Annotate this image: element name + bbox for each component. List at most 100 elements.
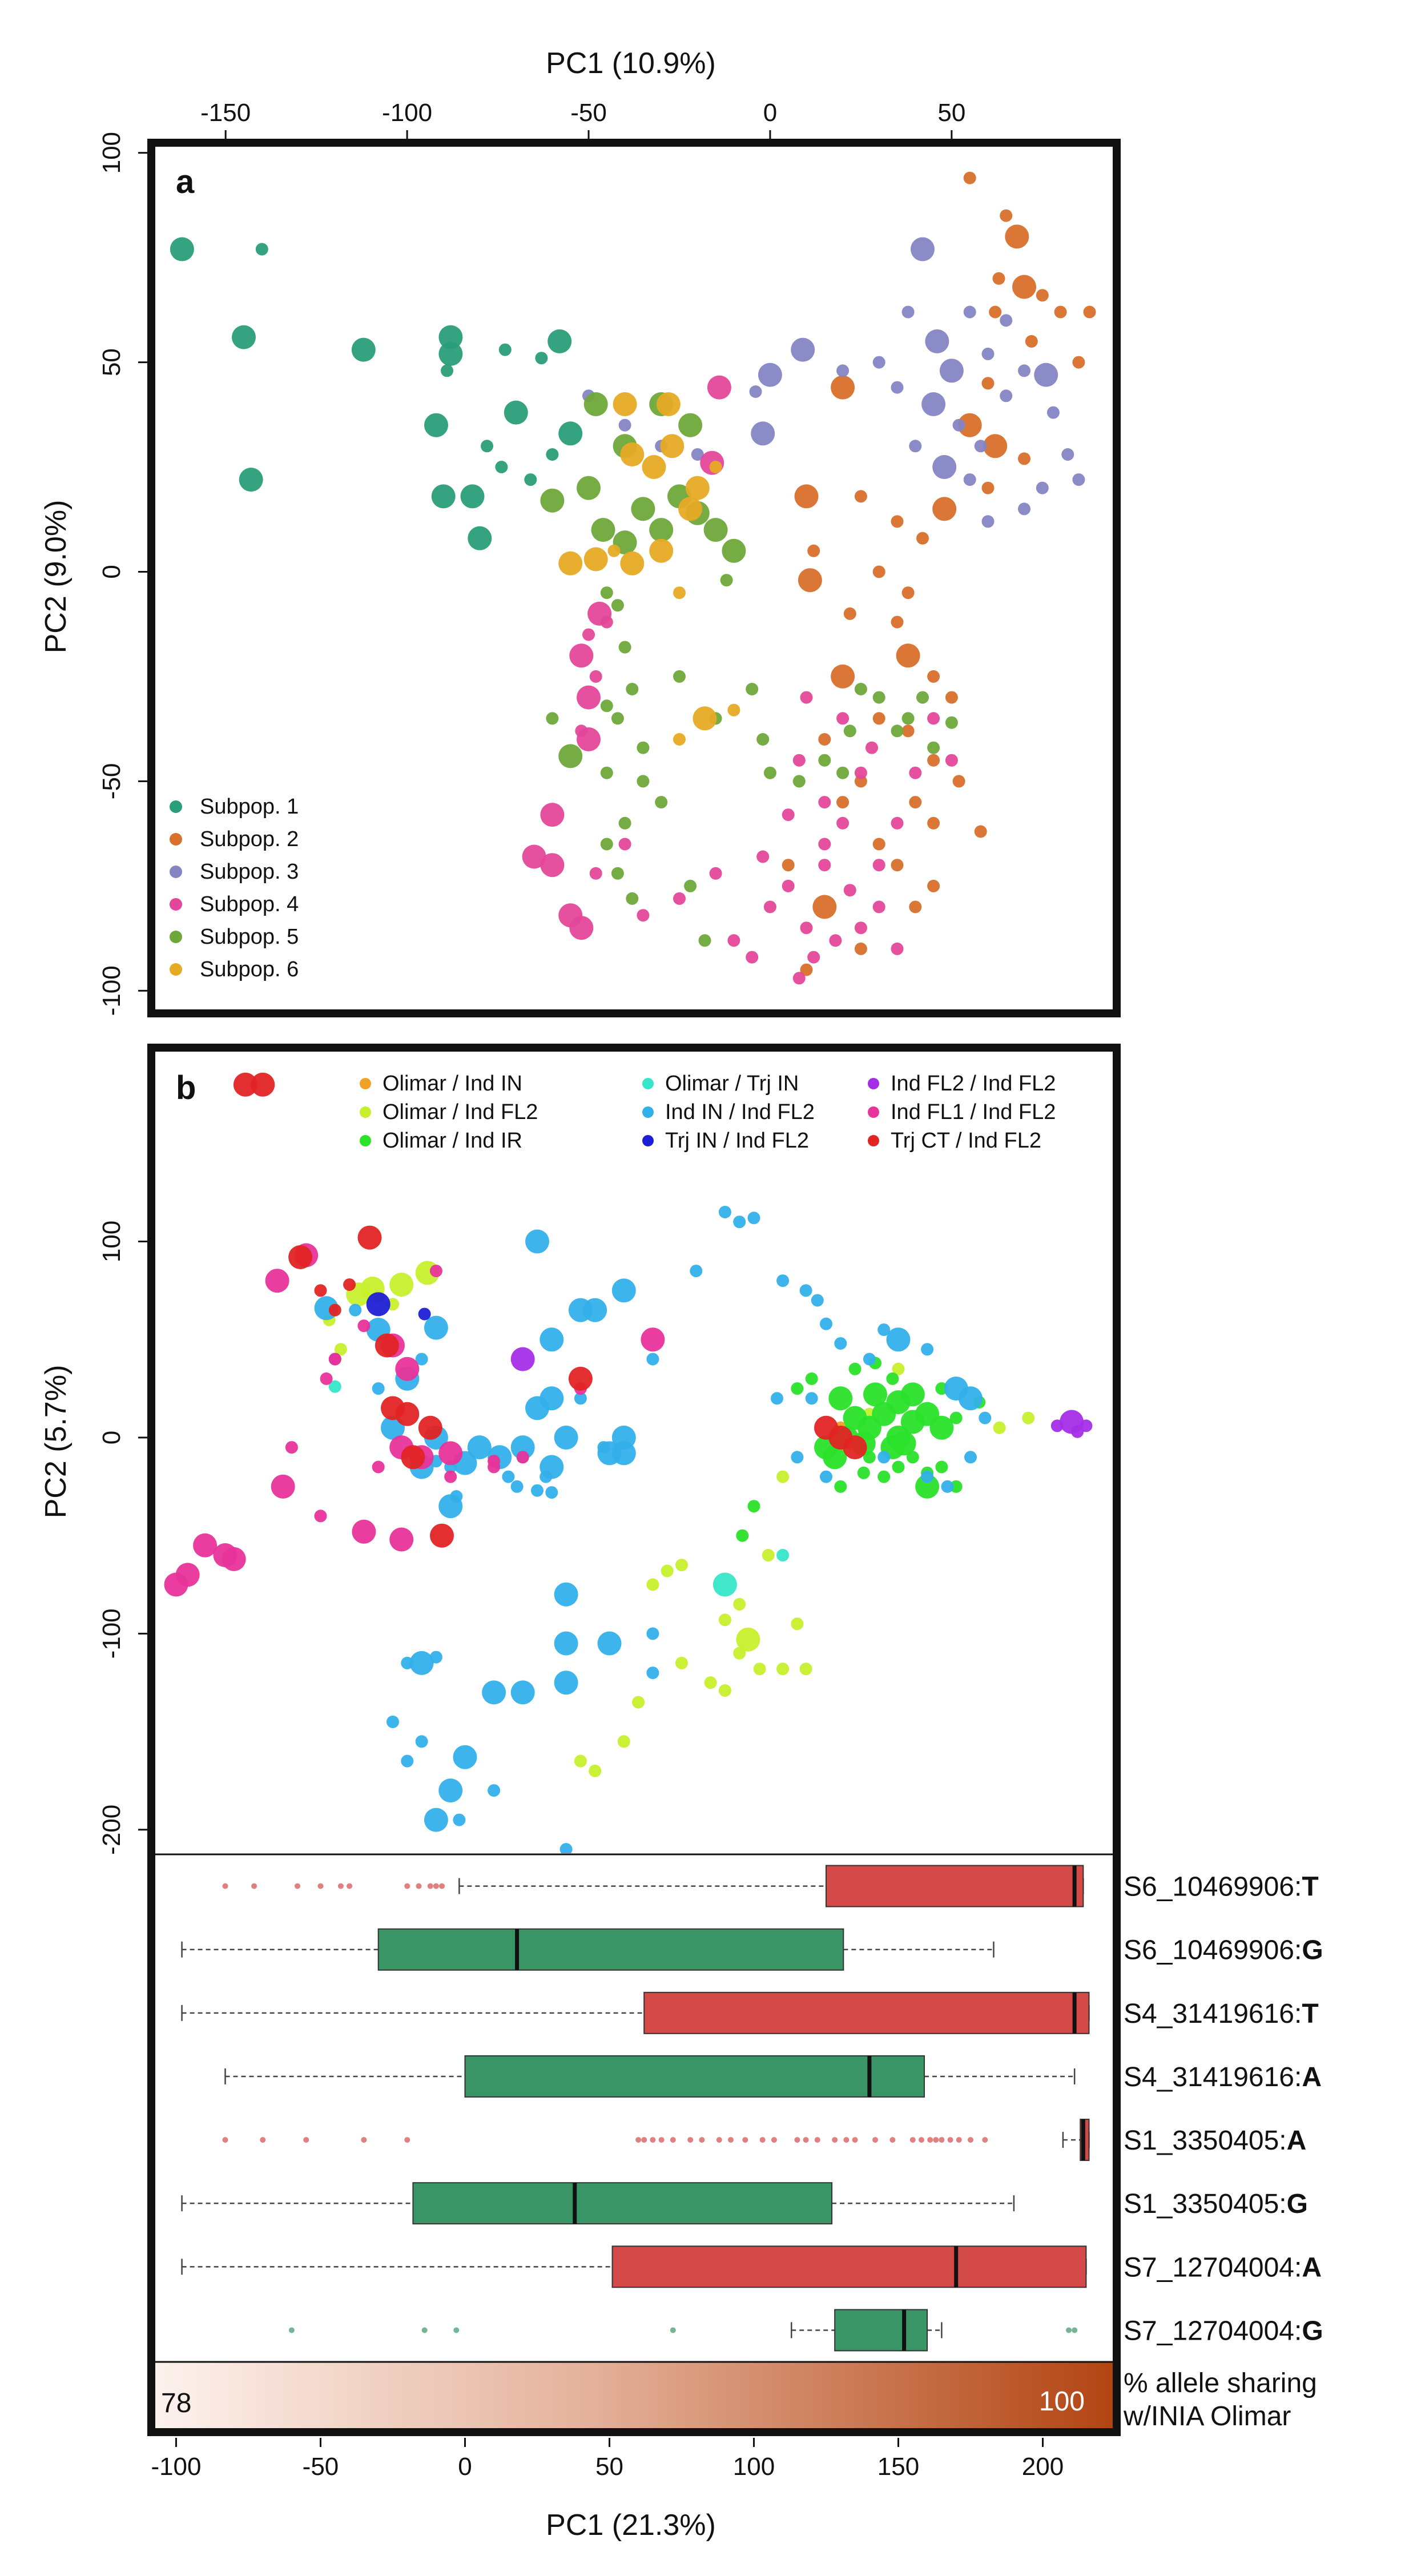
- box-5-outlier: [803, 2137, 809, 2143]
- subpop-4-point: [763, 900, 776, 913]
- group-4-point: [776, 1549, 790, 1561]
- snp-id: S6_10469906:: [1124, 1935, 1302, 1966]
- subpop-3-point: [618, 418, 631, 432]
- subpop-4-point: [818, 859, 831, 872]
- group-5-point: [450, 1490, 463, 1503]
- subpop-4-point: [891, 942, 904, 955]
- group-2-point: [704, 1676, 717, 1689]
- group-5-point: [554, 1426, 578, 1450]
- group-5-point: [805, 1392, 818, 1405]
- a-legend-marker-4: [170, 898, 182, 911]
- subpop-2-point: [989, 305, 1002, 319]
- subpop-1-point: [481, 440, 493, 453]
- subpop-4-point: [582, 628, 595, 641]
- group-5-point: [834, 1337, 847, 1350]
- group-8-point: [285, 1441, 298, 1454]
- subpop-6-point: [660, 434, 685, 458]
- a-legend-label-2: Subpop. 2: [200, 827, 299, 851]
- box-5-outlier: [635, 2137, 642, 2143]
- b-legend-marker-2: [360, 1106, 371, 1118]
- group-8-point: [265, 1269, 289, 1293]
- group-9-point: [418, 1415, 442, 1440]
- group-5-point: [718, 1206, 731, 1218]
- box-1-outlier: [439, 1883, 445, 1889]
- group-5-point: [791, 1451, 804, 1464]
- subpop-6-point: [649, 538, 674, 563]
- colorbar-caption-line1: % allele sharing: [1124, 2368, 1317, 2398]
- subpop-2-point: [1083, 305, 1096, 319]
- subpop-2-point: [812, 895, 837, 919]
- group-2-point: [718, 1613, 731, 1627]
- panel-a-letter: a: [176, 163, 195, 200]
- subpop-2-point: [901, 724, 915, 738]
- subpop-4-point: [818, 838, 831, 851]
- group-5-point: [611, 1278, 636, 1303]
- subpop-6-point: [727, 703, 740, 717]
- group-8-point: [193, 1533, 218, 1557]
- box-5-outlier: [728, 2137, 734, 2143]
- subpop-2-point: [1012, 275, 1036, 299]
- group-5-point: [611, 1426, 636, 1450]
- subpop-4-point: [756, 850, 770, 863]
- group-8-point: [357, 1319, 371, 1333]
- subpop-2-point: [1054, 305, 1067, 319]
- subpop-2-point: [974, 825, 987, 838]
- subpop-3-point: [921, 392, 946, 416]
- box-5-outlier: [641, 2137, 647, 2143]
- subpop-5-point: [577, 476, 601, 500]
- group-5-point: [799, 1284, 812, 1297]
- b-y-tick-label: 100: [98, 1221, 126, 1262]
- snp-label-3: S4_31419616:T: [1124, 1999, 1319, 2029]
- subpop-4-point: [854, 766, 867, 779]
- group-3-point: [949, 1480, 963, 1493]
- subpop-4-point: [569, 643, 594, 668]
- group-8-point: [429, 1265, 442, 1278]
- subpop-4-point: [618, 838, 631, 851]
- group-8-point: [352, 1519, 376, 1544]
- a-legend-label-5: Subpop. 5: [200, 925, 299, 949]
- group-5-point: [941, 1480, 954, 1493]
- b-y-tick-label: 0: [98, 1431, 126, 1444]
- subpop-5-point: [611, 712, 624, 725]
- subpop-2-point: [807, 544, 820, 557]
- panel-b-frame: [147, 1044, 1121, 2436]
- subpop-6-point: [607, 544, 621, 557]
- subpop-3-point: [891, 381, 904, 394]
- subpop-2-point: [1025, 335, 1038, 348]
- subpop-2-point: [854, 490, 867, 503]
- box-8-outlier: [670, 2327, 676, 2333]
- colorbar-min-label: 78: [161, 2388, 191, 2418]
- box-5-outlier: [967, 2137, 973, 2143]
- group-3-point: [805, 1372, 818, 1385]
- subpop-4-point: [782, 879, 795, 892]
- box-5-outlier: [814, 2137, 820, 2143]
- subpop-5-point: [698, 934, 711, 947]
- box-5-outlier: [771, 2137, 777, 2143]
- subpop-5-point: [540, 488, 565, 513]
- group-7-point: [1071, 1425, 1084, 1438]
- group-9-point: [343, 1278, 356, 1291]
- a-legend-label-4: Subpop. 4: [200, 892, 299, 916]
- subpop-3-point: [1061, 448, 1074, 461]
- subpop-5-point: [843, 724, 856, 738]
- subpop-2-point: [843, 607, 856, 620]
- group-5-point: [747, 1211, 760, 1225]
- subpop-2-point: [794, 484, 819, 509]
- subpop-4-point: [746, 951, 759, 964]
- b-legend-label-6: Trj IN / Ind FL2: [665, 1129, 809, 1153]
- subpop-2-point: [1018, 452, 1030, 465]
- subpop-2-point: [927, 879, 940, 892]
- box-1-outlier: [251, 1883, 257, 1889]
- box-8-outlier: [288, 2327, 295, 2333]
- box-6-iqr: [412, 2182, 833, 2225]
- subpop-5-point: [916, 691, 929, 704]
- b-legend-marker-7: [868, 1078, 879, 1089]
- subpop-6-point: [656, 392, 681, 416]
- group-2-point: [389, 1273, 414, 1297]
- group-3-point: [848, 1362, 861, 1375]
- subpop-5-point: [591, 518, 615, 542]
- subpop-6-point: [693, 706, 717, 731]
- group-9-point: [401, 1445, 425, 1470]
- box-5-outlier: [303, 2137, 309, 2143]
- panel-a-x-ticks: -150 -100 -50 0 50: [200, 99, 965, 139]
